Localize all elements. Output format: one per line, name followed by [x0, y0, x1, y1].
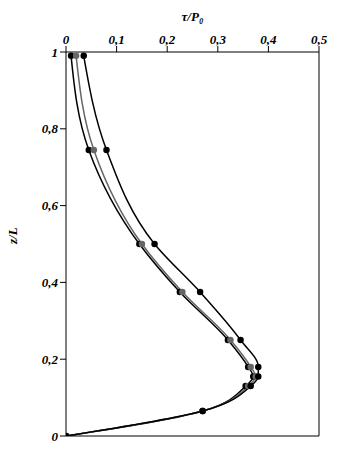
svg-text:1: 1: [52, 45, 59, 60]
svg-text:0,5: 0,5: [311, 32, 328, 47]
svg-text:0,2: 0,2: [159, 32, 176, 47]
svg-text:0,3: 0,3: [210, 32, 227, 47]
svg-text:0,4: 0,4: [260, 32, 277, 47]
svg-text:0,6: 0,6: [42, 198, 59, 213]
svg-text:0,4: 0,4: [42, 275, 59, 290]
svg-text:z/L: z/L: [8, 227, 20, 245]
svg-text:τ/P₀: τ/P₀: [182, 9, 204, 24]
svg-text:0: 0: [63, 32, 70, 47]
svg-text:0,2: 0,2: [42, 352, 59, 367]
svg-text:0: 0: [52, 429, 59, 444]
svg-text:0,8: 0,8: [42, 121, 59, 136]
svg-text:0,1: 0,1: [108, 32, 124, 47]
